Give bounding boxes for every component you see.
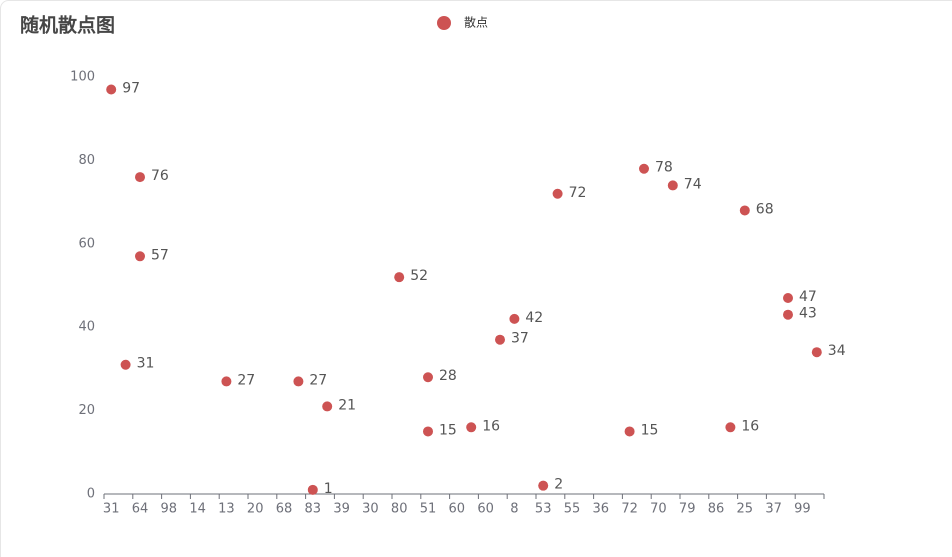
x-tick-label: 36 [593,502,610,517]
data-label: 78 [655,160,673,176]
data-label: 15 [439,422,457,438]
x-tick-label: 80 [391,502,408,517]
point [423,426,433,437]
data-label: 97 [122,81,140,97]
point [552,188,563,199]
point [394,272,405,283]
x-tick-label: 70 [650,502,667,517]
data-label: 37 [511,331,529,347]
legend-marker[interactable] [437,16,451,30]
legend-label[interactable]: 散点 [464,15,488,30]
point [307,484,318,495]
data-label: 1 [324,481,333,497]
x-tick-label: 86 [708,502,725,517]
data-label: 72 [569,185,587,201]
data-label: 21 [338,397,356,413]
x-tick-label: 64 [132,502,149,517]
data-label: 2 [554,477,563,493]
point [221,376,232,387]
x-tick-label: 14 [189,502,206,517]
data-label: 34 [828,343,846,359]
point [495,334,505,345]
y-tick-label: 40 [78,320,95,335]
data-label: 15 [641,422,659,438]
data-label: 68 [756,201,774,217]
point [293,376,304,387]
data-label: 42 [525,310,543,326]
x-tick-label: 60 [477,502,494,517]
x-tick-label: 31 [103,502,120,517]
point [783,309,793,320]
y-tick-label: 20 [78,403,95,418]
x-tick-label: 79 [679,502,696,517]
y-tick-label: 0 [87,487,95,502]
point [783,293,793,304]
x-tick-label: 72 [621,502,638,517]
x-tick-label: 37 [765,502,782,517]
data-label: 74 [684,176,702,192]
data-label: 31 [137,356,155,372]
x-tick-label: 8 [510,502,518,517]
x-tick-label: 20 [247,502,264,517]
point [739,205,750,216]
point [725,422,736,433]
y-tick-label: 80 [78,153,95,168]
point [106,84,117,95]
point [538,480,549,491]
x-tick-label: 53 [535,502,552,517]
y-tick-label: 60 [78,236,95,251]
x-tick-label: 25 [737,502,754,517]
point [322,401,333,412]
y-tick-label: 100 [70,70,95,85]
data-label: 76 [151,168,169,184]
point [135,172,145,183]
data-label: 57 [151,247,169,263]
point [624,426,635,437]
x-tick-label: 83 [305,502,322,517]
x-tick-label: 55 [564,502,581,517]
data-label: 52 [410,268,428,284]
point [135,251,145,262]
x-tick-label: 99 [794,502,811,517]
data-label: 16 [741,418,759,434]
point [509,313,520,324]
x-tick-label: 30 [362,502,379,517]
data-label: 28 [439,368,457,384]
point [639,163,649,174]
x-tick-label: 39 [333,502,350,517]
x-tick-label: 68 [276,502,293,517]
x-tick-label: 60 [449,502,466,517]
data-label: 47 [799,289,817,305]
chart-title: 随机散点图 [20,14,115,37]
point [466,422,477,433]
point [423,372,433,383]
point [667,180,678,191]
x-tick-label: 51 [420,502,437,517]
data-label: 16 [482,418,500,434]
point [811,347,822,358]
point [120,359,131,370]
data-label: 27 [237,372,255,388]
x-tick-label: 98 [161,502,178,517]
x-tick-label: 13 [218,502,235,517]
data-label: 27 [309,372,327,388]
data-label: 43 [799,306,817,322]
